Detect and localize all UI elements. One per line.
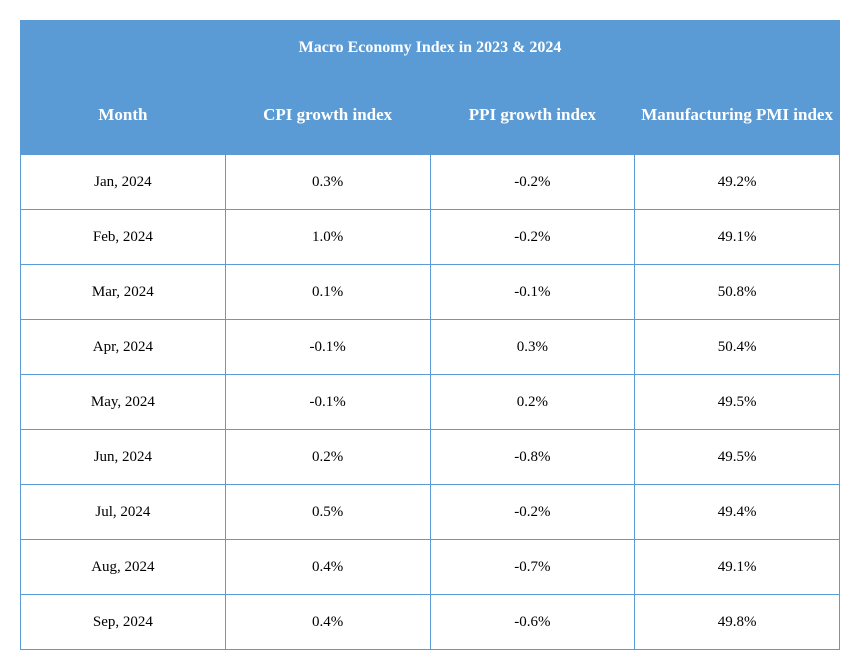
cell-cpi: 0.4%	[225, 540, 430, 595]
economy-table: Macro Economy Index in 2023 & 2024 Month…	[20, 20, 840, 650]
cell-ppi: -0.8%	[430, 430, 635, 485]
cell-ppi: -0.6%	[430, 595, 635, 650]
table-header-row: Month CPI growth index PPI growth index …	[21, 76, 840, 155]
cell-month: May, 2024	[21, 375, 226, 430]
cell-cpi: 0.5%	[225, 485, 430, 540]
cell-pmi: 49.5%	[635, 430, 840, 485]
cell-cpi: 1.0%	[225, 210, 430, 265]
table-row: Mar, 2024 0.1% -0.1% 50.8%	[21, 265, 840, 320]
cell-month: Jan, 2024	[21, 155, 226, 210]
cell-month: Jun, 2024	[21, 430, 226, 485]
cell-ppi: -0.2%	[430, 155, 635, 210]
cell-ppi: 0.2%	[430, 375, 635, 430]
cell-ppi: 0.3%	[430, 320, 635, 375]
cell-cpi: -0.1%	[225, 320, 430, 375]
cell-pmi: 49.2%	[635, 155, 840, 210]
cell-pmi: 50.4%	[635, 320, 840, 375]
cell-cpi: 0.1%	[225, 265, 430, 320]
cell-pmi: 49.4%	[635, 485, 840, 540]
col-header-pmi: Manufacturing PMI index	[635, 76, 840, 155]
cell-month: Feb, 2024	[21, 210, 226, 265]
table-row: Sep, 2024 0.4% -0.6% 49.8%	[21, 595, 840, 650]
cell-month: Jul, 2024	[21, 485, 226, 540]
cell-month: Mar, 2024	[21, 265, 226, 320]
cell-cpi: -0.1%	[225, 375, 430, 430]
table-body: Jan, 2024 0.3% -0.2% 49.2% Feb, 2024 1.0…	[21, 155, 840, 650]
table-row: May, 2024 -0.1% 0.2% 49.5%	[21, 375, 840, 430]
table-row: Jul, 2024 0.5% -0.2% 49.4%	[21, 485, 840, 540]
cell-month: Sep, 2024	[21, 595, 226, 650]
cell-pmi: 49.5%	[635, 375, 840, 430]
cell-cpi: 0.4%	[225, 595, 430, 650]
cell-ppi: -0.2%	[430, 210, 635, 265]
col-header-cpi: CPI growth index	[225, 76, 430, 155]
col-header-month: Month	[21, 76, 226, 155]
cell-cpi: 0.3%	[225, 155, 430, 210]
cell-ppi: -0.2%	[430, 485, 635, 540]
table-row: Aug, 2024 0.4% -0.7% 49.1%	[21, 540, 840, 595]
table-row: Apr, 2024 -0.1% 0.3% 50.4%	[21, 320, 840, 375]
col-header-ppi: PPI growth index	[430, 76, 635, 155]
cell-month: Aug, 2024	[21, 540, 226, 595]
table-row: Feb, 2024 1.0% -0.2% 49.1%	[21, 210, 840, 265]
cell-pmi: 50.8%	[635, 265, 840, 320]
table-row: Jan, 2024 0.3% -0.2% 49.2%	[21, 155, 840, 210]
table-row: Jun, 2024 0.2% -0.8% 49.5%	[21, 430, 840, 485]
cell-pmi: 49.1%	[635, 540, 840, 595]
table-title: Macro Economy Index in 2023 & 2024	[21, 21, 840, 76]
cell-pmi: 49.8%	[635, 595, 840, 650]
cell-ppi: -0.7%	[430, 540, 635, 595]
economy-table-container: Macro Economy Index in 2023 & 2024 Month…	[20, 20, 840, 650]
table-title-row: Macro Economy Index in 2023 & 2024	[21, 21, 840, 76]
cell-pmi: 49.1%	[635, 210, 840, 265]
cell-month: Apr, 2024	[21, 320, 226, 375]
cell-ppi: -0.1%	[430, 265, 635, 320]
cell-cpi: 0.2%	[225, 430, 430, 485]
